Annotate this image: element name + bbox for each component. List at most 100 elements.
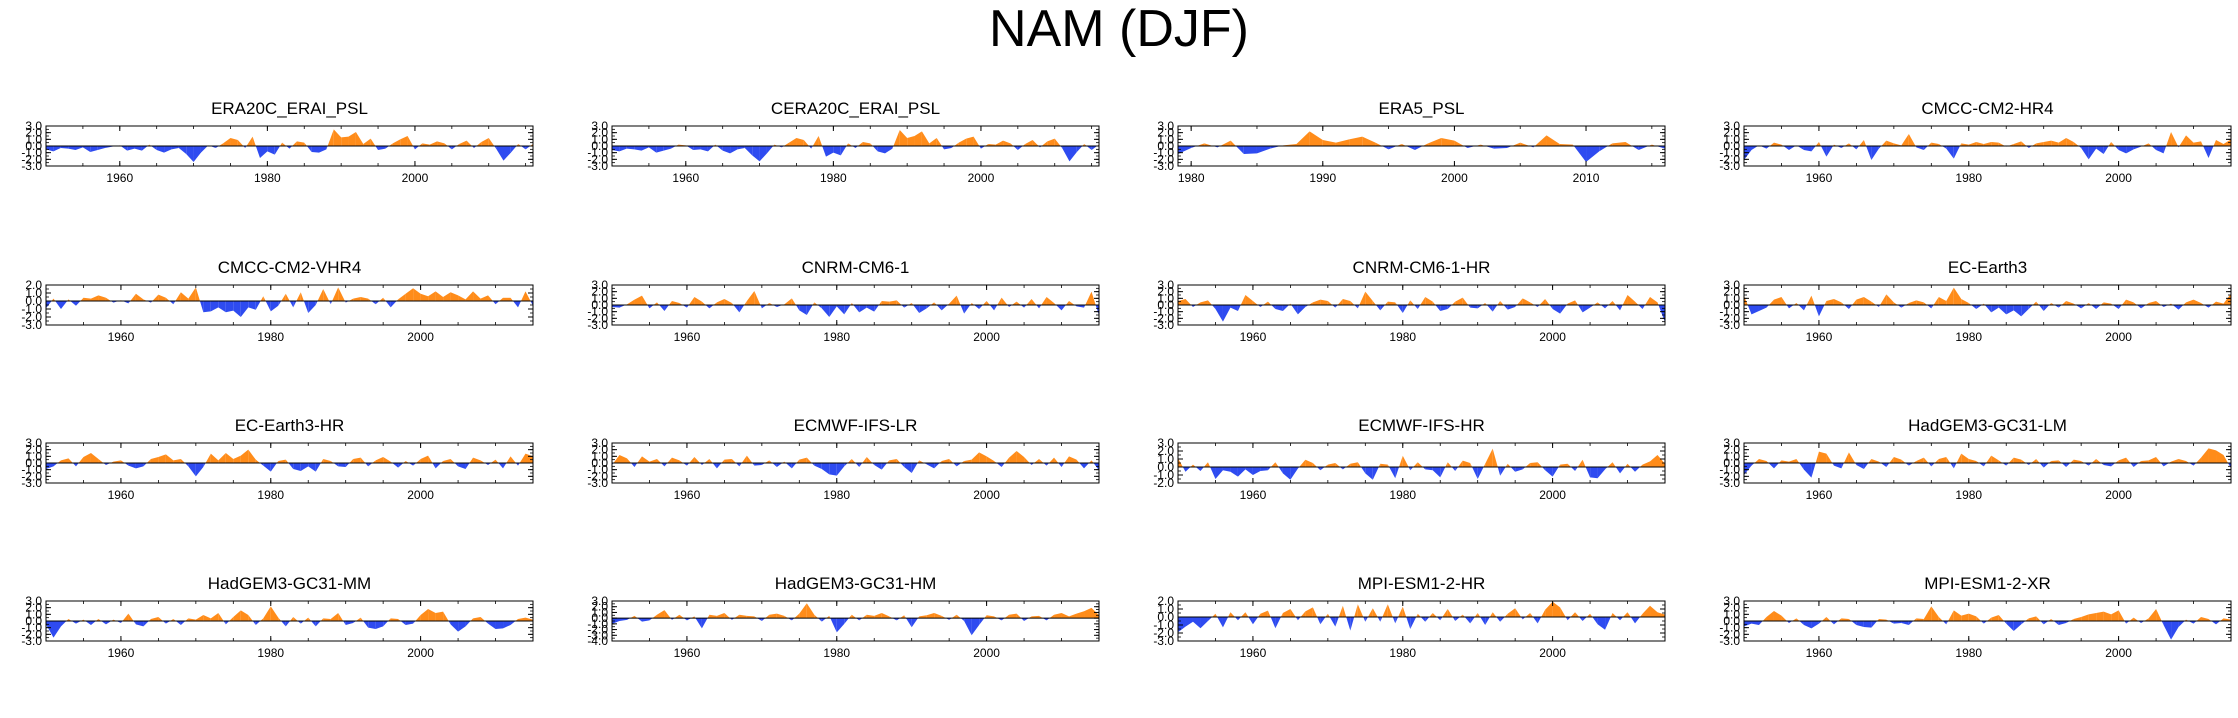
y-tick-label: 2.0	[25, 443, 42, 457]
x-tick-label: 1980	[1955, 646, 1982, 660]
panel-title: CNRM-CM6-1-HR	[1353, 258, 1491, 277]
anomaly-area-segment	[2036, 142, 2044, 146]
anomaly-area-segment	[652, 614, 657, 619]
anomaly-area-segment	[1826, 299, 1834, 305]
anomaly-area-segment	[1275, 617, 1281, 629]
x-tick-label: 1980	[823, 488, 850, 502]
anomaly-area-segment	[1372, 467, 1379, 480]
anomaly-area-segment	[308, 463, 316, 472]
anomaly-area-segment	[383, 297, 386, 301]
anomaly-area-segment	[55, 301, 61, 309]
y-tick-label: 3.0	[25, 594, 42, 608]
anomaly-area-segment	[1093, 463, 1099, 471]
y-tick-label: 0.0	[25, 139, 42, 153]
anomaly-area-segment	[707, 146, 714, 152]
anomaly-area-segment	[1299, 459, 1306, 467]
anomaly-area-segment	[997, 618, 1002, 621]
anomaly-area-segment	[1245, 612, 1249, 617]
anomaly-area-segment	[1398, 606, 1403, 617]
anomaly-area-segment	[2193, 463, 2197, 466]
anomaly-area-segment	[1803, 305, 1807, 311]
anomaly-area-segment	[1031, 299, 1037, 305]
anomaly-area-segment	[1320, 617, 1326, 625]
anomaly-area-segment	[1058, 463, 1062, 467]
anomaly-area-segment	[1851, 621, 1857, 625]
anomaly-area-segment	[1425, 617, 1430, 622]
anomaly-area-segment	[709, 614, 717, 619]
anomaly-area-segment	[75, 621, 81, 624]
y-tick-label: 2.0	[591, 600, 608, 614]
anomaly-area-segment	[248, 301, 256, 310]
anomaly-area-segment	[1497, 467, 1501, 476]
anomaly-area-segment	[1754, 459, 1759, 463]
anomaly-area-segment	[1026, 299, 1032, 305]
x-tick-label: 1960	[674, 488, 701, 502]
anomaly-area-segment	[1340, 467, 1343, 470]
anomaly-area-segment	[311, 146, 320, 153]
anomaly-area-segment	[1432, 613, 1437, 617]
anomaly-area-segment	[1560, 607, 1566, 617]
anomaly-area-segment	[2133, 617, 2139, 621]
anomaly-area-segment	[2223, 455, 2229, 463]
x-tick-label: 2000	[973, 330, 1000, 344]
anomaly-area-segment	[1570, 612, 1576, 617]
anomaly-area-segment	[1290, 609, 1296, 617]
anomaly-area-segment	[1916, 618, 1924, 621]
anomaly-area-segment	[521, 291, 526, 301]
x-tick-label: 2000	[402, 171, 429, 185]
anomaly-area-segment	[2148, 609, 2157, 621]
x-tick-label: 1980	[1955, 488, 1982, 502]
anomaly-area-segment	[134, 146, 142, 151]
anomaly-area-segment	[1998, 460, 2003, 463]
anomaly-area-segment	[1575, 467, 1578, 471]
anomaly-area-segment	[1408, 467, 1411, 471]
anomaly-area-segment	[1567, 300, 1576, 305]
anomaly-area-segment	[1586, 613, 1591, 617]
anomaly-area-segment	[1382, 604, 1388, 617]
x-tick-label: 2000	[1441, 171, 1468, 185]
anomaly-area-segment	[1934, 459, 1939, 463]
anomaly-area-segment	[656, 459, 662, 463]
anomaly-area-segment	[105, 297, 111, 301]
y-tick-label: -3.0	[21, 634, 42, 648]
y-tick-label: -2.0	[587, 623, 608, 637]
anomaly-area-segment	[150, 457, 159, 463]
y-tick-label: 2.0	[1157, 444, 1174, 458]
anomaly-area-segment	[619, 146, 627, 152]
anomaly-area-segment	[510, 146, 517, 153]
anomaly-area-segment	[1505, 463, 1508, 467]
anomaly-area-segment	[799, 457, 807, 463]
y-tick-label: -3.0	[1719, 318, 1740, 332]
anomaly-area-segment	[936, 305, 942, 311]
y-tick-label: -3.0	[21, 476, 42, 490]
y-tick-label: -1.0	[21, 463, 42, 477]
anomaly-area-segment	[1016, 301, 1021, 305]
anomaly-area-segment	[1329, 617, 1336, 627]
y-tick-label: -2.0	[1153, 311, 1174, 325]
anomaly-area-segment	[641, 618, 650, 622]
anomaly-area-segment	[127, 146, 135, 151]
anomaly-area-segment	[158, 454, 166, 463]
anomaly-area-segment	[1435, 305, 1441, 311]
anomaly-area-segment	[68, 146, 76, 150]
anomaly-area-segment	[458, 463, 466, 469]
anomaly-area-segment	[1372, 608, 1378, 617]
anomaly-area-segment	[783, 142, 790, 146]
anomaly-area-segment	[1642, 305, 1646, 309]
anomaly-area-segment	[1592, 617, 1598, 625]
anomaly-area-segment	[2081, 305, 2086, 309]
anomaly-area-segment	[919, 460, 925, 463]
anomaly-area-segment	[398, 293, 406, 301]
anomaly-area-segment	[195, 287, 200, 301]
anomaly-area-segment	[1054, 613, 1062, 619]
anomaly-area-segment	[821, 618, 827, 622]
anomaly-area-segment	[1658, 305, 1665, 323]
anomaly-area-segment	[1976, 616, 1982, 621]
anomaly-area-segment	[1841, 463, 1844, 469]
anomaly-area-segment	[1986, 455, 1992, 463]
anomaly-area-segment	[1541, 609, 1546, 617]
anomaly-area-segment	[1240, 612, 1246, 617]
anomaly-area-segment	[1410, 300, 1415, 305]
anomaly-area-segment	[135, 621, 144, 627]
anomaly-area-segment	[1959, 143, 1962, 146]
